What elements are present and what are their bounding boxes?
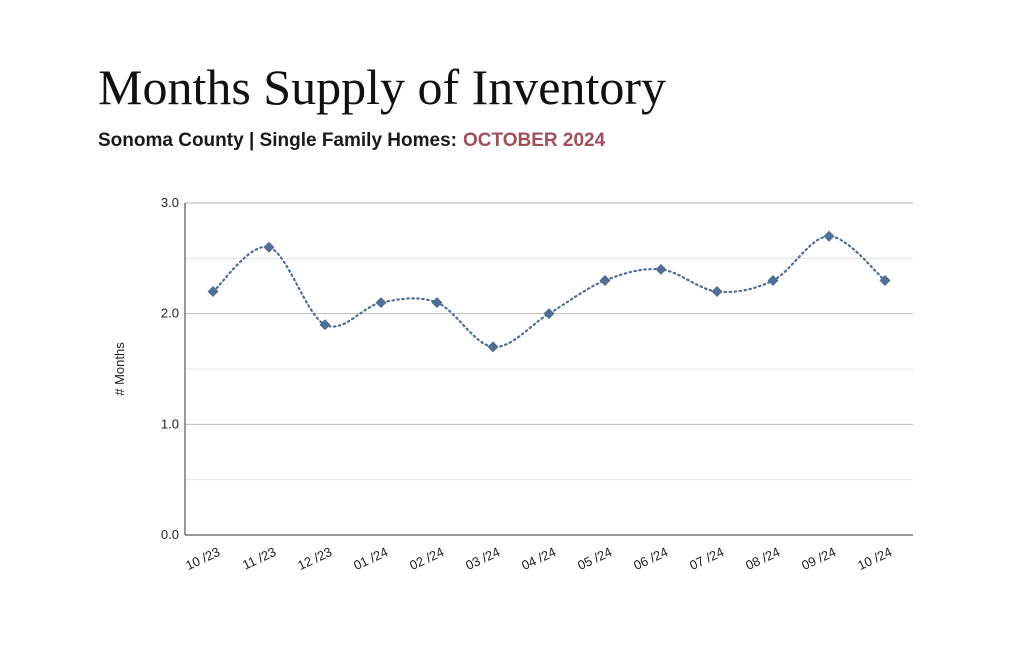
x-tick-label: 08 /24 — [743, 544, 782, 573]
data-point-marker — [655, 263, 667, 275]
x-tick-label: 03 /24 — [463, 544, 502, 573]
data-point-marker — [599, 274, 611, 286]
x-tick-label: 11 /23 — [240, 544, 278, 572]
chart-title: Months Supply of Inventory — [98, 59, 667, 115]
y-tick-label: 3.0 — [161, 195, 179, 210]
data-point-marker — [767, 274, 779, 286]
x-tick-label: 04 /24 — [519, 544, 558, 573]
y-tick-labels: 0.0 1.0 2.0 3.0 — [161, 195, 179, 542]
x-tick-label: 07 /24 — [687, 544, 726, 573]
data-point-marker — [879, 274, 891, 286]
series-markers — [207, 230, 891, 353]
series-line — [211, 235, 887, 348]
axes — [184, 203, 913, 536]
gridlines — [185, 202, 913, 536]
data-point-marker — [823, 230, 835, 242]
x-tick-label: 10 /24 — [855, 544, 894, 573]
data-point-marker — [711, 286, 723, 298]
data-point-marker — [207, 286, 219, 298]
x-tick-label: 09 /24 — [799, 544, 838, 573]
data-point-marker — [375, 297, 387, 309]
x-tick-label: 02 /24 — [407, 544, 446, 573]
x-tick-label: 01 /24 — [351, 544, 390, 573]
data-point-marker — [319, 319, 331, 331]
y-axis-label: # Months — [112, 342, 127, 396]
subtitle-region: Sonoma County | Single Family Homes: — [98, 130, 457, 151]
data-point-marker — [263, 241, 275, 253]
data-point-marker — [431, 297, 443, 309]
x-tick-label: 05 /24 — [575, 544, 614, 573]
x-tick-label: 12 /23 — [295, 544, 334, 573]
data-point-marker — [487, 341, 499, 353]
data-point-marker — [543, 308, 555, 320]
subtitle-period: OCTOBER 2024 — [462, 130, 606, 151]
x-tick-labels: 10 /23 11 /23 12 /23 01 /24 02 /24 03 /24 04 /… — [183, 544, 894, 573]
x-tick-label: 06 /24 — [631, 544, 670, 573]
y-tick-label: 1.0 — [161, 416, 179, 431]
chart-subtitle: Sonoma County | Single Family Homes: OCTO… — [98, 130, 605, 152]
x-tick-label: 10 /23 — [183, 544, 222, 573]
y-tick-label: 0.0 — [161, 527, 179, 542]
y-tick-label: 2.0 — [161, 306, 179, 321]
